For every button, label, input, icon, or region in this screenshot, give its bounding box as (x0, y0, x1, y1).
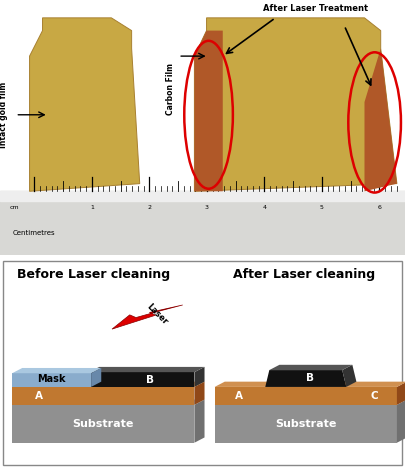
Text: A: A (34, 391, 43, 401)
Text: Intact gold film: Intact gold film (0, 81, 8, 148)
Polygon shape (397, 400, 405, 443)
Text: 1: 1 (90, 205, 94, 211)
Text: Mask: Mask (37, 374, 66, 384)
Text: Laser: Laser (145, 302, 169, 327)
Polygon shape (265, 370, 346, 387)
Text: After Laser cleaning: After Laser cleaning (233, 268, 375, 281)
Polygon shape (194, 382, 205, 405)
Bar (0, 191, 405, 255)
Polygon shape (194, 367, 205, 387)
Text: Substrate: Substrate (275, 419, 337, 429)
Text: C: C (371, 391, 378, 401)
Polygon shape (215, 400, 405, 405)
Bar (12, 387, 194, 405)
Polygon shape (194, 30, 223, 191)
Polygon shape (194, 18, 397, 191)
Text: cm: cm (10, 205, 20, 211)
Polygon shape (112, 305, 183, 329)
Polygon shape (364, 49, 397, 191)
Text: A: A (235, 391, 243, 401)
Text: B: B (146, 374, 154, 385)
Text: 5: 5 (320, 205, 324, 211)
Polygon shape (12, 373, 91, 387)
Bar (0, 191, 405, 202)
Polygon shape (12, 382, 205, 387)
Text: 3: 3 (205, 205, 209, 211)
Text: 4: 4 (262, 205, 266, 211)
Polygon shape (397, 382, 405, 405)
Bar (89, 372, 194, 387)
Polygon shape (12, 368, 101, 373)
Text: 2: 2 (147, 205, 151, 211)
Bar (215, 405, 397, 443)
Polygon shape (215, 382, 405, 387)
Text: Carbon Film: Carbon Film (166, 63, 175, 115)
Text: 6: 6 (377, 205, 382, 211)
Text: Substrate: Substrate (72, 419, 134, 429)
Polygon shape (342, 365, 356, 387)
Text: Centimetres: Centimetres (12, 230, 55, 236)
Text: Before Laser cleaning: Before Laser cleaning (17, 268, 170, 281)
Bar (215, 387, 397, 405)
Polygon shape (89, 367, 205, 372)
Polygon shape (12, 400, 205, 405)
Polygon shape (269, 365, 352, 370)
Polygon shape (30, 18, 140, 191)
Bar (12, 405, 194, 443)
Polygon shape (91, 368, 101, 387)
Text: B: B (306, 373, 314, 383)
Text: After Laser Treatment: After Laser Treatment (263, 4, 369, 14)
Polygon shape (194, 400, 205, 443)
